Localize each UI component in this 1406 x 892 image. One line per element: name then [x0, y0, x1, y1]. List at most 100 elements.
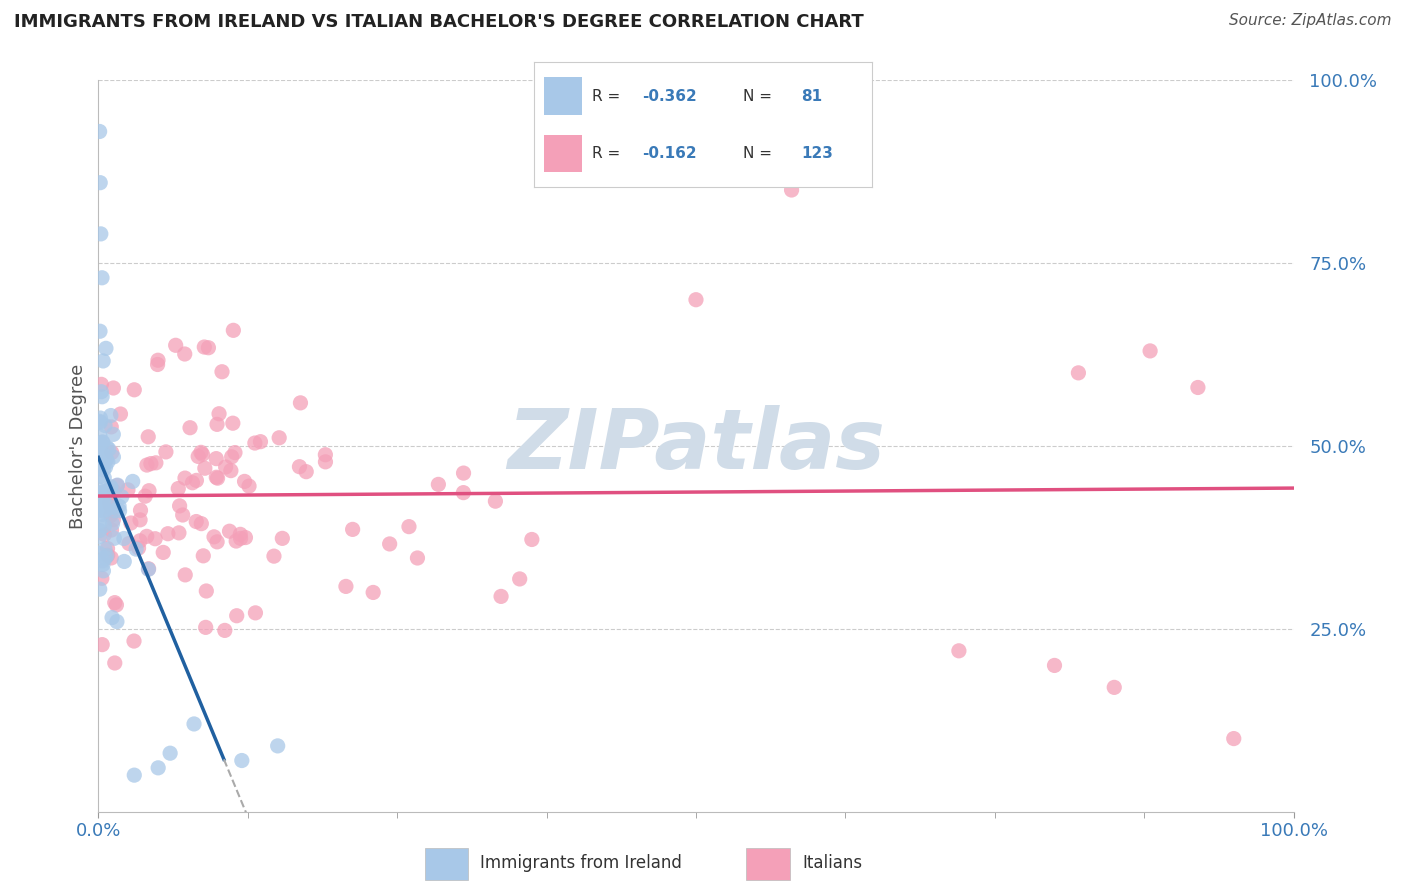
Text: Italians: Italians: [801, 854, 862, 872]
Point: [453, 485, 475, 500]
Point: [89, 530, 111, 544]
Point: [224, 445, 246, 459]
Point: [190, 445, 212, 459]
Point: [134, 489, 156, 503]
Point: [138, 562, 160, 576]
Point: [89, 502, 111, 516]
Point: [145, 456, 167, 470]
Point: [1104, 681, 1126, 695]
Point: [159, 746, 181, 760]
Point: [100, 420, 122, 434]
Point: [105, 598, 128, 612]
Point: [89, 483, 111, 498]
Point: [90, 469, 112, 483]
Point: [314, 455, 336, 469]
Point: [101, 610, 124, 624]
Point: [89, 444, 111, 458]
Y-axis label: Bachelor's Degree: Bachelor's Degree: [69, 363, 87, 529]
Point: [94, 542, 117, 557]
Point: [91, 491, 114, 505]
Point: [112, 532, 135, 546]
Point: [97, 548, 120, 562]
Point: [103, 427, 125, 442]
Point: [93, 519, 115, 533]
Point: [222, 416, 245, 430]
Point: [91, 390, 114, 404]
Point: [156, 526, 179, 541]
Point: [90, 485, 112, 500]
Point: [214, 624, 236, 638]
Point: [91, 435, 114, 450]
Point: [87, 546, 110, 560]
Point: [108, 504, 131, 518]
Point: [104, 503, 127, 517]
Point: [207, 471, 229, 485]
Point: [112, 554, 135, 568]
Point: [103, 381, 125, 395]
Point: [100, 445, 122, 459]
Point: [110, 407, 132, 421]
Point: [89, 443, 111, 458]
Point: [222, 323, 245, 337]
Point: [194, 620, 217, 634]
Point: [167, 525, 190, 540]
Point: [104, 656, 127, 670]
Point: [1223, 731, 1246, 746]
Point: [148, 761, 170, 775]
Point: [89, 516, 111, 530]
Point: [269, 431, 291, 445]
Point: [107, 478, 129, 492]
Point: [361, 585, 384, 599]
Point: [89, 176, 111, 190]
Point: [91, 504, 114, 518]
Point: [103, 531, 125, 545]
Point: [202, 530, 225, 544]
Point: [229, 527, 252, 541]
Point: [93, 471, 115, 485]
Point: [100, 481, 122, 495]
Point: [93, 493, 115, 508]
Point: [187, 450, 209, 464]
Point: [90, 227, 112, 241]
Text: IMMIGRANTS FROM IRELAND VS ITALIAN BACHELOR'S DEGREE CORRELATION CHART: IMMIGRANTS FROM IRELAND VS ITALIAN BACHE…: [14, 13, 863, 31]
Point: [93, 449, 115, 463]
Point: [146, 358, 169, 372]
Point: [406, 551, 429, 566]
Text: 81: 81: [801, 88, 823, 103]
Point: [205, 451, 228, 466]
Point: [135, 529, 157, 543]
Point: [103, 513, 125, 527]
Point: [105, 615, 128, 629]
Point: [314, 448, 336, 462]
Point: [93, 564, 115, 578]
Point: [205, 470, 228, 484]
Point: [267, 739, 290, 753]
Point: [91, 554, 114, 568]
Text: R =: R =: [592, 88, 624, 103]
Point: [94, 503, 117, 517]
FancyBboxPatch shape: [544, 78, 582, 115]
Text: N =: N =: [744, 146, 778, 161]
Point: [1139, 343, 1161, 358]
Point: [179, 421, 201, 435]
Point: [219, 464, 242, 478]
Point: [91, 558, 114, 572]
Point: [120, 516, 142, 530]
Point: [453, 466, 475, 480]
Point: [103, 484, 125, 499]
Point: [138, 483, 160, 498]
Point: [94, 342, 117, 356]
Point: [245, 606, 267, 620]
Point: [229, 532, 252, 546]
Point: [129, 513, 152, 527]
Point: [91, 638, 114, 652]
Point: [101, 500, 124, 515]
Point: [1067, 366, 1090, 380]
Point: [181, 475, 204, 490]
Point: [89, 324, 111, 338]
Point: [195, 584, 218, 599]
Point: [167, 482, 190, 496]
Point: [93, 457, 115, 471]
Point: [138, 562, 160, 576]
Point: [94, 551, 117, 566]
